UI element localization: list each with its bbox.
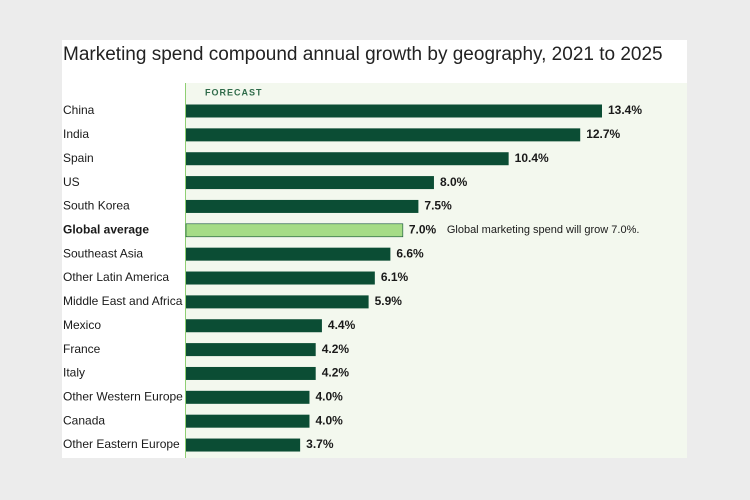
- value-label: 4.2%: [322, 366, 350, 380]
- category-label: Mexico: [63, 318, 101, 332]
- category-label: Italy: [63, 366, 85, 380]
- bar: [186, 295, 369, 309]
- value-label: 8.0%: [440, 175, 468, 189]
- category-label: India: [63, 127, 89, 141]
- value-label: 4.2%: [322, 342, 350, 356]
- category-label: China: [63, 103, 95, 117]
- category-label: Global average: [63, 222, 149, 236]
- category-label: Other Latin America: [63, 270, 169, 284]
- value-label: 3.7%: [306, 437, 334, 451]
- annotation: Global marketing spend will grow 7.0%.: [447, 224, 640, 236]
- value-label: 13.4%: [608, 103, 642, 117]
- bar: [186, 319, 322, 333]
- bar: [186, 390, 310, 404]
- value-label: 7.0%: [409, 222, 437, 236]
- bar: [186, 247, 391, 261]
- category-label: Other Eastern Europe: [63, 437, 180, 451]
- chart-title: Marketing spend compound annual growth b…: [63, 44, 663, 65]
- value-label: 10.4%: [515, 151, 549, 165]
- category-label: Southeast Asia: [63, 246, 143, 260]
- value-label: 4.0%: [315, 389, 343, 403]
- value-label: 4.4%: [328, 318, 356, 332]
- value-label: 12.7%: [586, 127, 620, 141]
- value-label: 4.0%: [315, 413, 343, 427]
- bar: [186, 152, 509, 166]
- bar: [186, 128, 581, 142]
- category-label: Spain: [63, 151, 94, 165]
- value-label: 6.6%: [396, 246, 424, 260]
- bar: [185, 223, 404, 238]
- category-label: France: [63, 342, 101, 356]
- value-label: 7.5%: [424, 199, 452, 213]
- category-label: South Korea: [63, 199, 130, 213]
- bar: [186, 343, 316, 357]
- bar: [186, 438, 301, 452]
- value-label: 6.1%: [381, 270, 409, 284]
- category-label: US: [63, 175, 80, 189]
- category-label: Middle East and Africa: [63, 294, 183, 308]
- bar: [186, 414, 310, 428]
- bar: [186, 176, 434, 190]
- value-label: 5.9%: [375, 294, 403, 308]
- category-label: Other Western Europe: [63, 389, 183, 403]
- category-label: Canada: [63, 413, 105, 427]
- forecast-label: FORECAST: [205, 87, 263, 97]
- bar: [186, 271, 375, 285]
- bar: [186, 199, 419, 213]
- bar: [186, 366, 316, 380]
- bar: [186, 104, 602, 118]
